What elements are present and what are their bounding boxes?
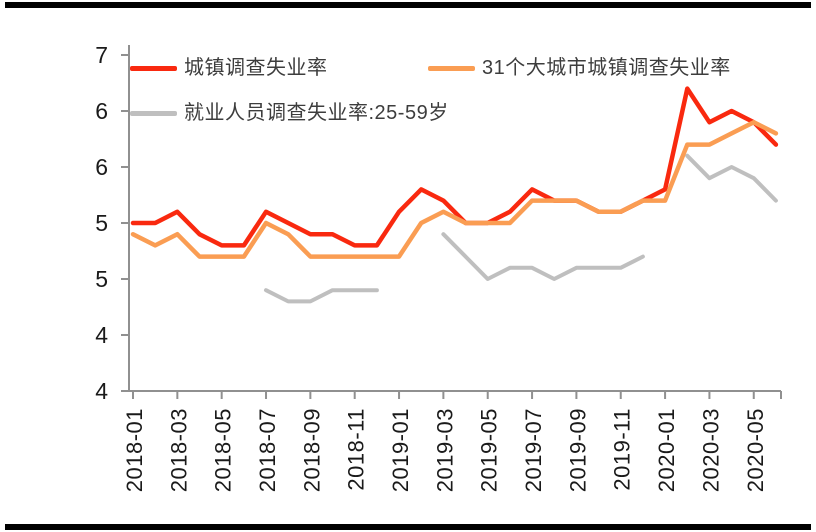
svg-text:2018-01: 2018-01	[122, 408, 147, 492]
svg-text:4: 4	[95, 378, 108, 404]
svg-text:2018-03: 2018-03	[166, 408, 191, 492]
bottom-border-bar	[5, 524, 811, 530]
svg-text:2020-05: 2020-05	[743, 408, 768, 492]
svg-text:7: 7	[95, 42, 108, 68]
svg-text:2019-09: 2019-09	[565, 408, 590, 492]
svg-text:4: 4	[95, 322, 108, 348]
svg-text:2019-05: 2019-05	[477, 408, 502, 492]
legend-item-urban-unemployment: 城镇调查失业率	[130, 58, 328, 78]
svg-text:2018-07: 2018-07	[255, 408, 280, 492]
svg-text:2018-09: 2018-09	[299, 408, 324, 492]
legend-label-31-cities-unemployment: 31个大城市城镇调查失业率	[482, 57, 731, 79]
svg-text:2020-03: 2020-03	[698, 408, 723, 492]
svg-text:2020-01: 2020-01	[654, 408, 679, 492]
legend-swatch-orange-line	[428, 65, 475, 71]
svg-text:2019-01: 2019-01	[388, 408, 413, 492]
legend-item-employed-25-59-unemployment: 就业人员调查失业率:25-59岁	[130, 103, 449, 123]
legend-swatch-red-line	[130, 65, 177, 71]
svg-text:2019-03: 2019-03	[432, 408, 457, 492]
legend-label-urban-unemployment: 城镇调查失业率	[184, 57, 328, 79]
top-border-bar	[5, 2, 811, 8]
svg-text:5: 5	[95, 266, 108, 292]
svg-text:2019-07: 2019-07	[521, 408, 546, 492]
svg-text:2018-05: 2018-05	[211, 408, 236, 492]
legend-swatch-gray-line	[130, 110, 177, 116]
svg-text:5: 5	[95, 210, 108, 236]
legend-label-employed-25-59-unemployment: 就业人员调查失业率:25-59岁	[184, 102, 449, 124]
svg-text:2019-11: 2019-11	[610, 408, 635, 491]
svg-text:6: 6	[95, 154, 108, 180]
svg-text:6: 6	[95, 98, 108, 124]
legend-item-31-cities-unemployment: 31个大城市城镇调查失业率	[428, 58, 731, 78]
svg-text:2018-11: 2018-11	[344, 408, 369, 491]
